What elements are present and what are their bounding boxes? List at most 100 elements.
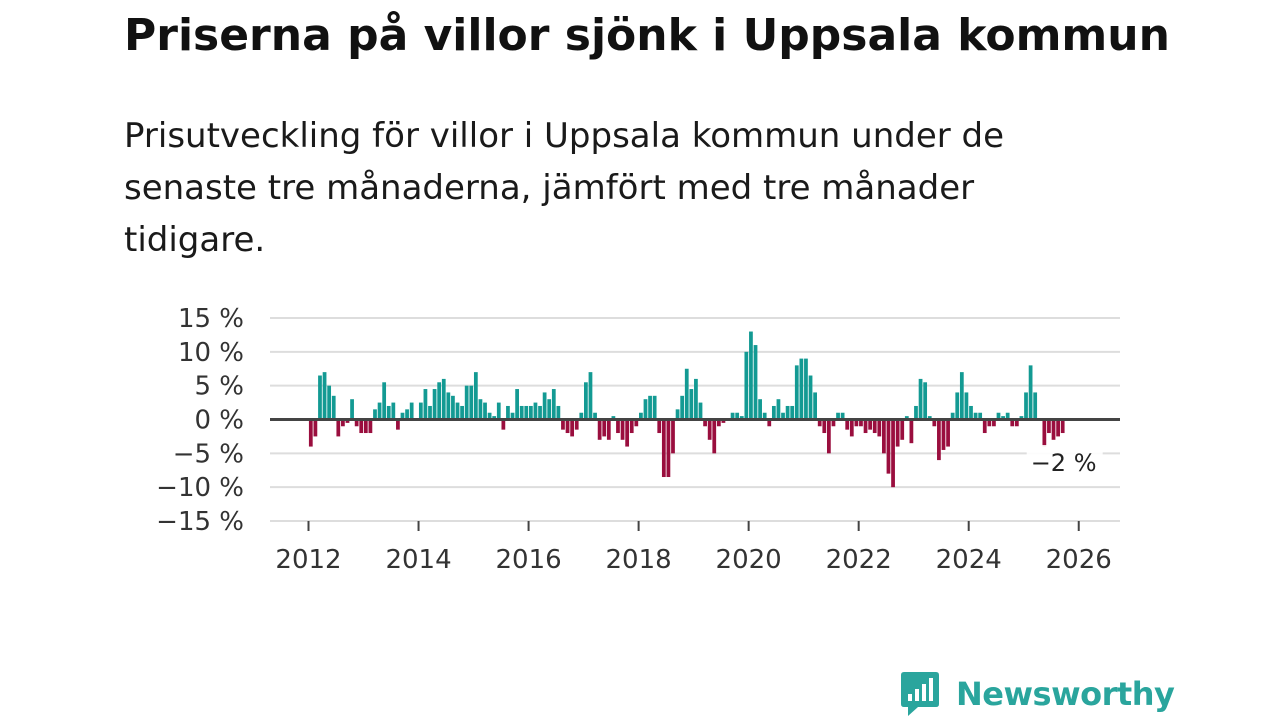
bar-positive xyxy=(331,395,336,420)
bar-chart: 15 %10 %5 %0 %−5 %−10 %−15 % 2012 2014 201… xyxy=(156,304,1120,575)
bar-positive xyxy=(460,405,464,420)
bar-positive xyxy=(542,392,547,420)
bar-positive xyxy=(579,412,584,420)
bar-positive xyxy=(996,412,1001,420)
bar-negative xyxy=(501,419,506,430)
y-axis-labels: 15 % 10 % 5 % 0 %−5 % −10 % −15 % xyxy=(156,304,244,537)
bar-positive xyxy=(538,405,542,420)
bar-negative xyxy=(886,419,891,474)
bar-negative xyxy=(826,419,831,454)
bar-positive xyxy=(758,399,762,420)
bar-negative xyxy=(345,419,350,423)
bar-negative xyxy=(849,419,854,437)
x-tick-label: 2016 xyxy=(495,545,561,575)
x-tick-label: 2012 xyxy=(275,545,341,575)
bar-positive xyxy=(455,402,460,420)
bar-positive xyxy=(689,389,694,420)
x-tick-label: 2024 xyxy=(936,545,1002,575)
bar-positive xyxy=(478,399,483,420)
bar-positive xyxy=(639,412,643,420)
bar-positive xyxy=(694,378,698,420)
bar-positive xyxy=(1005,412,1010,420)
x-tick-label: 2022 xyxy=(826,545,892,575)
bar-negative xyxy=(1060,419,1065,434)
bar-negative xyxy=(666,419,671,478)
x-tick-label: 2018 xyxy=(606,545,672,575)
bar-negative xyxy=(831,419,836,427)
bar-negative xyxy=(891,419,895,488)
bar-positive xyxy=(652,395,657,420)
bar-negative xyxy=(941,419,946,450)
bar-positive xyxy=(836,412,840,420)
bar-negative xyxy=(868,419,873,430)
bar-negative xyxy=(822,419,827,434)
bar-positive xyxy=(382,382,387,420)
bar-negative xyxy=(308,419,313,447)
y-tick-label: 10 % xyxy=(178,338,244,368)
bar-negative xyxy=(707,419,712,440)
bar-positive xyxy=(735,412,740,420)
bar-negative xyxy=(616,419,620,434)
bar-negative xyxy=(712,419,717,454)
bar-positive xyxy=(386,405,391,420)
bar-negative xyxy=(661,419,666,478)
bar-positive xyxy=(749,331,753,420)
bar-positive xyxy=(391,402,396,420)
annotation-background xyxy=(1026,445,1103,480)
bar-negative xyxy=(1051,419,1056,440)
bar-positive xyxy=(804,358,808,420)
bar-negative xyxy=(620,419,625,440)
bar-positive xyxy=(762,412,767,420)
bar-positive xyxy=(588,372,593,420)
bar-negative xyxy=(341,419,345,427)
bar-positive xyxy=(327,385,332,420)
y-tick-label: −5 % xyxy=(173,439,244,469)
bar-negative xyxy=(570,419,575,437)
bar-negative xyxy=(359,419,364,434)
bar-positive xyxy=(978,412,983,420)
bar-positive xyxy=(771,405,776,420)
bar-negative xyxy=(767,419,772,427)
bar-positive xyxy=(533,402,538,420)
bar-negative xyxy=(863,419,868,434)
last-value-annotation: −2 % xyxy=(1026,445,1103,480)
bar-negative xyxy=(396,419,400,430)
bar-positive xyxy=(519,405,524,420)
bar-negative xyxy=(354,419,359,427)
bar-negative xyxy=(363,419,368,434)
bar-negative xyxy=(817,419,822,427)
gridlines xyxy=(270,317,1120,522)
bar-positive xyxy=(648,395,652,420)
bar-negative xyxy=(561,419,565,430)
bar-negative xyxy=(671,419,675,454)
bar-positive xyxy=(446,392,451,420)
bar-positive xyxy=(730,412,735,420)
bar-positive xyxy=(904,416,909,420)
bar-negative xyxy=(1010,419,1015,427)
bar-positive xyxy=(964,392,969,420)
x-axis: 2012 2014 2016 2018 2020 2022 2024 2026 xyxy=(275,521,1112,575)
bar-negative xyxy=(1056,419,1060,437)
x-tick-label: 2020 xyxy=(716,545,782,575)
bar-positive xyxy=(680,395,685,420)
bar-positive xyxy=(1033,392,1038,420)
bar-negative xyxy=(1014,419,1019,427)
bar-positive xyxy=(487,412,492,420)
bar-positive xyxy=(464,385,469,420)
bar-positive xyxy=(918,378,923,420)
bar-negative xyxy=(845,419,850,430)
bar-negative xyxy=(368,419,373,434)
bar-positive xyxy=(923,382,928,420)
chart-title: Priserna på villor sjönk i Uppsala kommu… xyxy=(124,10,1170,61)
bar-positive xyxy=(528,405,533,420)
bar-positive xyxy=(914,405,918,420)
bar-negative xyxy=(336,419,341,437)
bar-positive xyxy=(451,395,455,420)
bar-positive xyxy=(551,389,556,420)
bar-negative xyxy=(721,419,726,423)
bar-negative xyxy=(574,419,579,430)
bar-negative xyxy=(982,419,987,434)
y-tick-label: 0 % xyxy=(194,406,244,436)
bar-negative xyxy=(716,419,721,427)
bar-negative xyxy=(606,419,611,440)
